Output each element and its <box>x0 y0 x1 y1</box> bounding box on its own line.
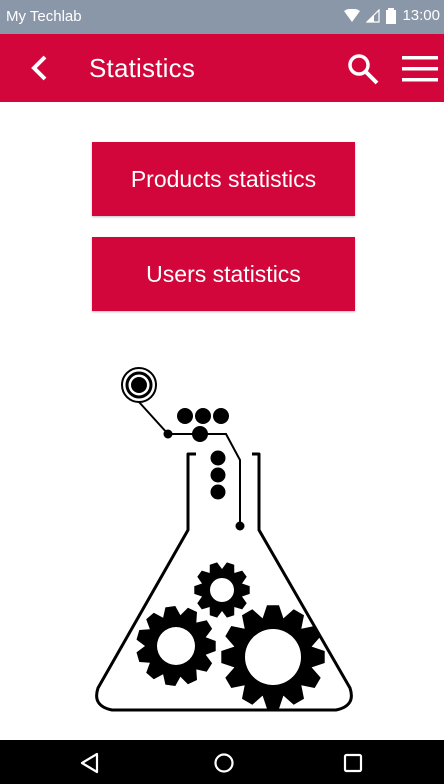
chevron-left-icon[interactable] <box>24 52 56 84</box>
app-toolbar: Statistics <box>0 34 444 102</box>
products-statistics-button[interactable]: Products statistics <box>92 142 355 216</box>
status-time: 13:00 <box>402 7 440 24</box>
status-app-name: My Techlab <box>6 8 82 25</box>
status-bar: My Techlab 13:00 <box>0 0 444 34</box>
nav-back-icon[interactable] <box>78 751 102 775</box>
small-gear <box>194 562 250 618</box>
menu-icon[interactable] <box>400 54 440 84</box>
search-icon[interactable] <box>346 52 380 86</box>
battery-icon <box>386 7 397 24</box>
system-nav-bar <box>0 740 444 784</box>
large-gear <box>221 605 325 709</box>
cell-signal-icon <box>366 8 381 23</box>
medium-gear <box>136 606 216 686</box>
status-icons: 13:00 <box>344 7 440 24</box>
wifi-icon <box>344 8 361 22</box>
users-statistics-button[interactable]: Users statistics <box>92 237 355 311</box>
nav-home-icon[interactable] <box>212 751 236 775</box>
flask-gears-icon <box>95 367 353 712</box>
nav-recents-icon[interactable] <box>341 751 365 775</box>
page-title: Statistics <box>89 53 196 83</box>
